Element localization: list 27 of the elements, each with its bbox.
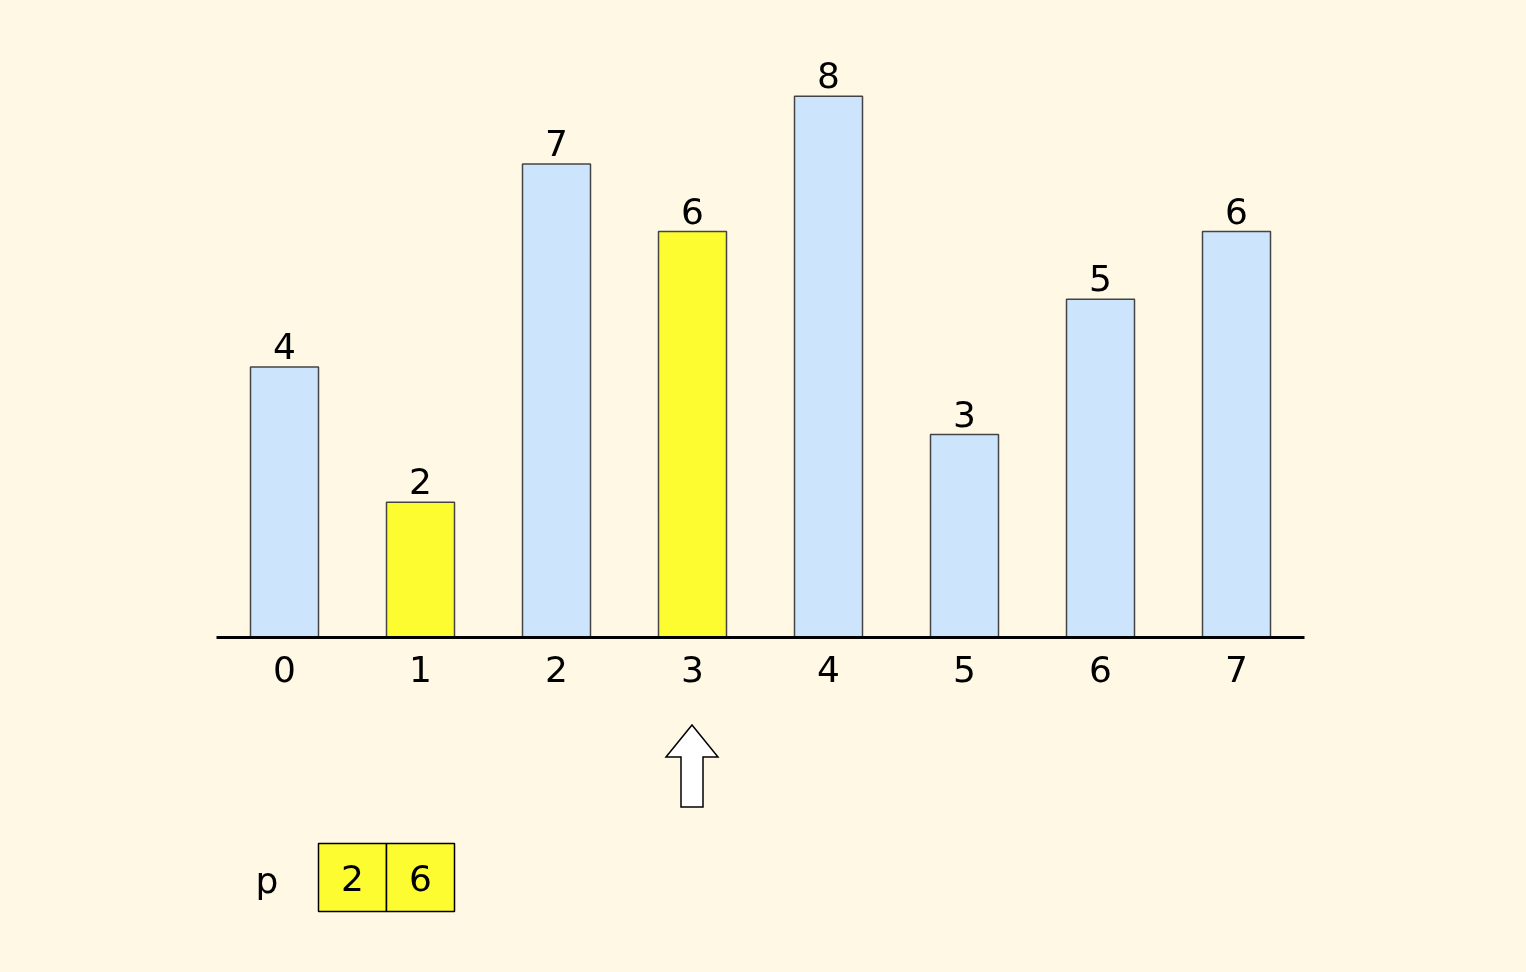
bar bbox=[385, 501, 456, 638]
bar bbox=[1065, 298, 1136, 638]
x-tick-label: 5 bbox=[953, 648, 976, 690]
data-label: 7 bbox=[545, 122, 568, 164]
data-label: 5 bbox=[1089, 258, 1112, 300]
x-tick-label: 4 bbox=[817, 648, 840, 690]
x-tick-label: 1 bbox=[409, 648, 432, 690]
text: p bbox=[255, 860, 279, 901]
bar bbox=[249, 366, 320, 638]
bar bbox=[521, 163, 592, 638]
bar bbox=[793, 95, 864, 638]
x-tick-label: 6 bbox=[1089, 648, 1112, 690]
data-label: 6 bbox=[681, 190, 704, 232]
x-tick-label: 7 bbox=[1225, 648, 1248, 690]
x-tick-label: 2 bbox=[545, 648, 568, 690]
x-tick-label: 0 bbox=[273, 648, 296, 690]
text: 2 bbox=[341, 857, 364, 899]
bar bbox=[657, 230, 728, 638]
text: 6 bbox=[409, 857, 432, 899]
data-label: 8 bbox=[817, 55, 840, 97]
data-label: 3 bbox=[953, 393, 976, 435]
bar bbox=[1201, 230, 1272, 638]
bar bbox=[929, 433, 1000, 638]
data-label: 2 bbox=[409, 461, 432, 503]
data-label: 6 bbox=[1225, 190, 1248, 232]
x-tick-label: 3 bbox=[681, 648, 704, 690]
data-label: 4 bbox=[273, 325, 296, 367]
